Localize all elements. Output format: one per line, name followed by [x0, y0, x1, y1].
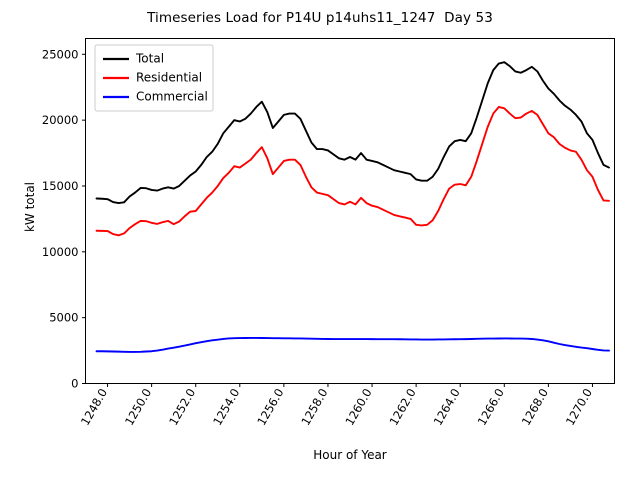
x-axis-tick-label: 1262.0 [386, 386, 418, 428]
x-axis-tick-label: 1256.0 [254, 386, 286, 428]
series-line-commercial [95, 336, 610, 353]
y-axis-tick-label: 0 [71, 377, 78, 391]
y-axis-tick-label: 25000 [42, 47, 79, 61]
x-axis-tick-label: 1266.0 [475, 386, 507, 428]
series-line-residential [95, 106, 610, 237]
y-axis-tick-label: 10000 [42, 245, 79, 259]
y-axis-label: kW total [23, 181, 37, 233]
chart-title: Timeseries Load for P14U p14uhs11_1247 D… [147, 10, 493, 26]
legend-label-commercial: Commercial [136, 90, 208, 104]
y-axis-tick-label: 5000 [49, 311, 78, 325]
legend-label-total: Total [135, 52, 164, 66]
legend-label-residential: Residential [136, 71, 202, 85]
x-axis-tick-label: 1258.0 [298, 386, 330, 428]
x-axis-tick-label: 1264.0 [431, 386, 463, 428]
x-axis-label: Hour of Year [313, 448, 387, 462]
x-axis-tick-label: 1270.0 [563, 386, 595, 428]
x-axis-tick-label: 1254.0 [210, 386, 242, 428]
y-axis-tick-label: 20000 [42, 113, 79, 127]
x-axis-tick-label: 1250.0 [122, 386, 154, 428]
x-axis-tick-label: 1248.0 [78, 386, 110, 428]
x-axis-tick-label: 1268.0 [519, 386, 551, 428]
legend-box [94, 44, 214, 112]
series-line-total [95, 61, 610, 205]
x-axis-tick-label: 1260.0 [342, 386, 374, 428]
y-axis-tick-label: 15000 [42, 179, 79, 193]
axes-frame [85, 38, 615, 384]
x-axis-tick-label: 1252.0 [166, 386, 198, 428]
